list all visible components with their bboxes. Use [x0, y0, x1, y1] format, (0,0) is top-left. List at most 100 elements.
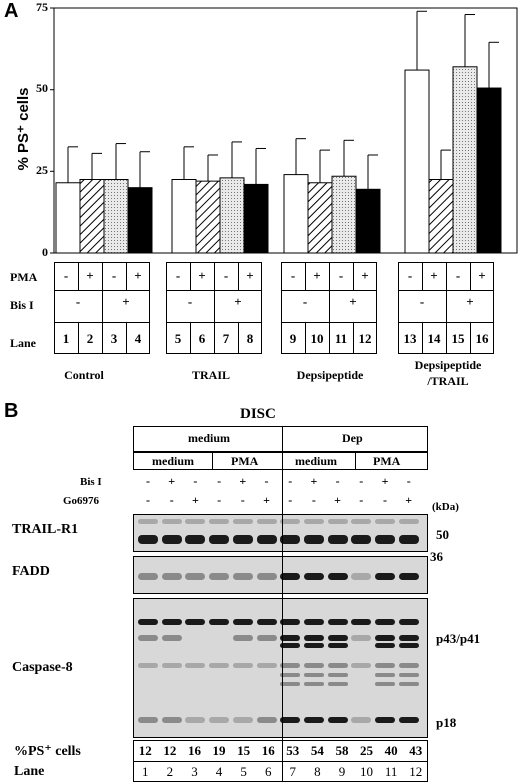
bar-chart — [50, 7, 518, 254]
control-col-divider — [422, 322, 423, 354]
blot-band — [303, 643, 324, 648]
blot-band — [161, 717, 182, 723]
lane-number: 11 — [334, 331, 348, 346]
control-col-divider — [329, 322, 330, 354]
ps-value: 54 — [310, 743, 324, 758]
blot-band — [303, 519, 324, 524]
blot-caspase-8 — [133, 598, 428, 738]
group-label-depsipeptide: Depsipeptide — [296, 368, 364, 382]
sub-group-pma-2: PMA — [373, 454, 401, 468]
lane-number: 12 — [409, 764, 423, 779]
go-label-b: Go6976 — [63, 495, 100, 507]
pma-row-label: PMA — [10, 270, 38, 284]
blot-band — [232, 535, 253, 544]
blot-band — [375, 535, 395, 544]
marker-50: 50 — [436, 527, 449, 542]
top-group-dep: Dep — [342, 431, 363, 445]
bar-lane-9 — [283, 174, 309, 254]
blot-band — [209, 519, 230, 524]
go6976-sign: - — [359, 493, 364, 507]
blot-band — [138, 519, 158, 524]
bis-sign: + — [168, 474, 176, 488]
blot-band — [138, 573, 158, 580]
bis-sign: + — [234, 294, 242, 309]
bar-lane-2 — [79, 179, 105, 254]
blot-band — [256, 573, 277, 580]
blot-band — [327, 635, 348, 641]
lane-number: 11 — [384, 764, 398, 779]
blot-band — [256, 535, 277, 544]
bar-lane-14 — [428, 179, 454, 254]
pma-sign: + — [86, 268, 94, 283]
lane-number: 5 — [240, 764, 247, 779]
blot-band — [232, 573, 253, 580]
disc-title: DISC — [240, 406, 276, 422]
lane-number: 5 — [174, 331, 182, 346]
pma-sign: - — [175, 268, 181, 283]
blot-band — [375, 635, 395, 641]
bar-lane-7 — [219, 177, 245, 254]
sub-group-medium-2: medium — [295, 454, 337, 468]
bis-sign: - — [75, 294, 81, 309]
kda-label: (kDa) — [432, 501, 459, 513]
blot-band — [303, 619, 324, 625]
blot-band — [280, 573, 301, 580]
ps-value: 16 — [261, 743, 275, 758]
group-label-trail: TRAIL — [191, 368, 230, 382]
lane-number: 9 — [338, 764, 346, 779]
blot-band — [375, 663, 395, 668]
blot-band — [375, 643, 395, 648]
go6976-sign: + — [334, 493, 342, 507]
blot-band — [161, 573, 182, 580]
go6976-sign: - — [383, 493, 387, 507]
control-col-divider — [353, 322, 354, 354]
blot-band — [398, 673, 419, 677]
lane-number: 7 — [289, 764, 297, 779]
blot-band — [280, 535, 301, 544]
bis-sign: - — [335, 474, 340, 488]
marker-p43-p41: p43/p41 — [436, 631, 481, 646]
pma-sign: + — [430, 268, 438, 283]
blot-band — [209, 717, 230, 723]
blot-band — [232, 635, 253, 641]
go6976-sign: + — [263, 493, 270, 507]
bis-sign: + — [310, 474, 318, 488]
blot-band — [209, 535, 230, 544]
bis-sign: + — [381, 474, 389, 488]
blot-band — [351, 535, 372, 544]
blot-band — [303, 663, 324, 668]
bis-sign: - — [302, 294, 308, 309]
control-col-divider — [305, 322, 306, 354]
bis-sign: - — [359, 474, 364, 488]
bar-lane-15 — [452, 66, 478, 254]
control-col-divider — [102, 262, 103, 290]
blot-band — [280, 635, 301, 641]
blot-band — [161, 535, 182, 544]
blot-band — [375, 519, 395, 524]
blot-band — [351, 717, 372, 723]
go6976-sign: - — [217, 493, 222, 507]
bis-sign: + — [239, 474, 247, 488]
control-col-divider — [422, 262, 423, 290]
bar-lane-13 — [404, 69, 430, 254]
blot-band — [398, 535, 419, 544]
ps-value: 58 — [335, 743, 349, 758]
control-col-divider — [353, 262, 354, 290]
bis-sign: - — [187, 294, 193, 309]
go6976-sign: - — [240, 493, 245, 507]
ps-value: 15 — [237, 743, 251, 758]
blot-band — [351, 573, 372, 580]
blot-band — [303, 573, 324, 580]
pma-sign: + — [246, 268, 254, 283]
pma-sign: + — [361, 268, 369, 283]
pma-sign: + — [313, 268, 321, 283]
control-col-divider — [214, 262, 215, 290]
control-col-divider — [190, 322, 191, 354]
ps-value: 12 — [163, 743, 177, 758]
blot-band — [327, 573, 348, 580]
y-tick-25: 25 — [36, 163, 48, 177]
blot-band — [280, 619, 301, 625]
blot-band — [375, 682, 395, 686]
panel-b-letter: B — [4, 400, 19, 422]
control-col-divider — [126, 262, 127, 290]
